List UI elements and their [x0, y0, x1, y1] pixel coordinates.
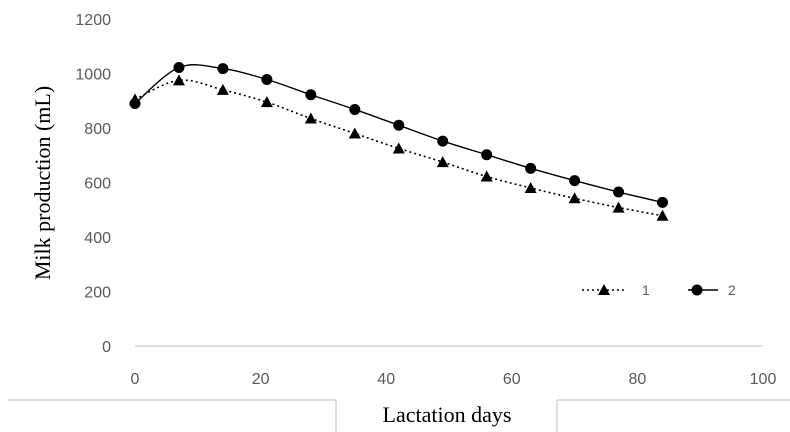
data-point-series-2: [217, 63, 229, 75]
data-point-series-2: [481, 149, 493, 161]
data-point-series-1: [480, 170, 493, 182]
series-line-2: [134, 64, 663, 204]
legend-item-series-1: 1: [582, 282, 650, 298]
x-tick-label: 100: [750, 371, 777, 388]
x-tick-label: 40: [377, 371, 395, 388]
data-point-series-1: [260, 96, 273, 108]
data-point-series-1: [436, 156, 449, 168]
x-tick-label: 20: [252, 371, 270, 388]
legend-label-series-1: 1: [642, 282, 650, 298]
data-point-series-1: [172, 74, 185, 86]
legend-marker-circle-icon: [691, 284, 703, 296]
y-tick-label: 1000: [75, 67, 111, 84]
axis-title-frame: [8, 399, 790, 432]
data-point-series-1: [348, 127, 361, 139]
x-tick-labels: 0 20 40 60 80 100: [131, 371, 777, 388]
data-point-series-1: [612, 201, 625, 213]
data-point-series-2: [261, 73, 273, 85]
legend: 1 2: [582, 282, 736, 298]
data-point-series-2: [305, 89, 317, 101]
series-layer: [129, 62, 669, 221]
y-tick-label: 200: [84, 285, 111, 302]
y-tick-label: 0: [102, 339, 111, 356]
legend-marker-triangle-icon: [598, 284, 610, 295]
data-point-series-1: [216, 83, 229, 95]
data-point-series-2: [129, 97, 141, 109]
data-point-series-2: [525, 162, 537, 174]
data-point-series-2: [569, 175, 581, 187]
y-tick-labels: 0 200 400 600 800 1000 1200: [75, 12, 111, 356]
legend-item-series-2: 2: [688, 282, 736, 298]
y-axis-title: Milk production (mL): [30, 86, 55, 280]
x-axis-title: Lactation days: [383, 402, 512, 427]
data-point-series-1: [524, 181, 537, 193]
data-point-series-1: [392, 142, 405, 154]
y-tick-label: 400: [84, 230, 111, 247]
y-tick-label: 800: [84, 121, 111, 138]
data-point-series-2: [657, 196, 669, 208]
data-point-series-1: [568, 192, 581, 204]
data-point-series-1: [304, 112, 317, 124]
data-point-series-1: [656, 209, 669, 221]
data-point-series-2: [613, 186, 625, 198]
data-point-series-2: [393, 119, 405, 131]
y-tick-label: 1200: [75, 12, 111, 29]
x-tick-label: 60: [503, 371, 521, 388]
x-tick-label: 80: [629, 371, 647, 388]
legend-label-series-2: 2: [728, 282, 736, 298]
data-point-series-2: [349, 103, 361, 115]
x-tick-label: 0: [131, 371, 140, 388]
data-point-series-2: [437, 135, 449, 147]
data-point-series-2: [173, 62, 185, 74]
y-tick-label: 600: [84, 176, 111, 193]
